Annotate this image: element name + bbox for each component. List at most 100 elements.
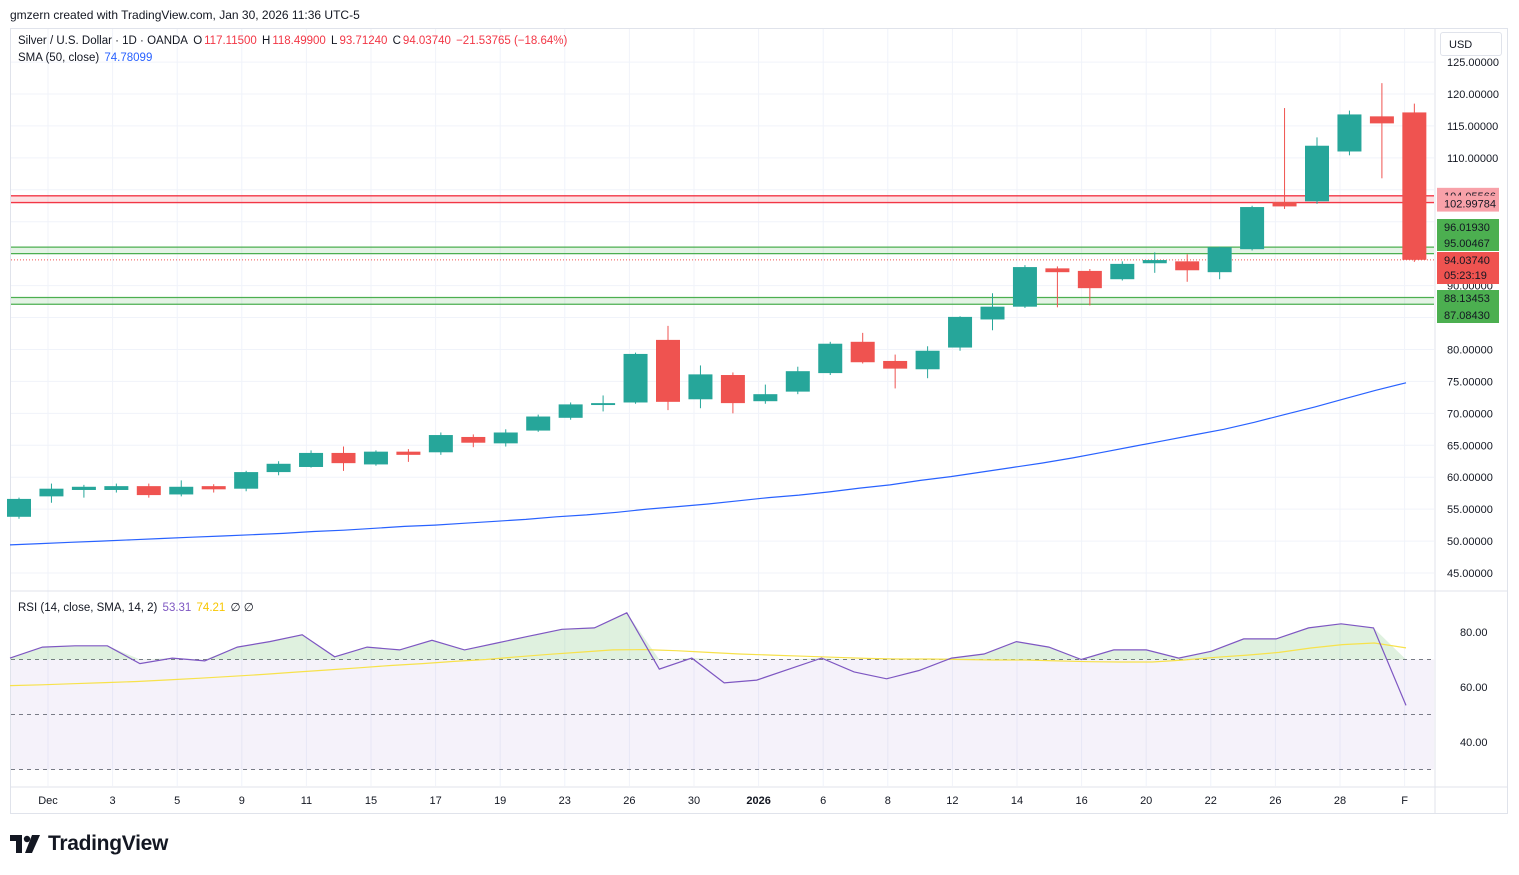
time-tick-label: 2026 [746,795,770,807]
time-tick-label: Dec [38,795,58,807]
candle-body [299,452,324,467]
candle-body [331,452,356,464]
candle-body [656,339,680,402]
candle-body [558,404,583,418]
time-tick-label: 20 [1140,795,1152,807]
price-tick-label: 55.00000 [1447,504,1493,516]
candle-body [948,316,973,348]
time-tick-label: 23 [559,795,571,807]
time-tick-label: 6 [820,795,826,807]
low-value: 93.71240 [339,35,388,47]
brand-name: TradingView [48,832,169,855]
high-label: H [262,35,271,47]
sma-value: 74.78099 [104,52,153,64]
candle-body [753,394,778,402]
candle-body [396,451,421,455]
last-price-tag: 94.03740 [1444,255,1490,267]
price-tick-label: 110.00000 [1447,153,1498,165]
rsi-value: 53.31 [162,602,192,614]
price-tick-label: 120.00000 [1447,89,1499,101]
rsi-tick-label: 80.00 [1460,627,1488,639]
price-tick-label: 115.00000 [1447,121,1498,133]
candle-body [1175,261,1200,271]
brand-logo: TradingView [10,832,168,856]
candle-body [1110,263,1135,280]
time-tick-label: 15 [365,795,377,807]
candle-body [428,435,453,453]
sup1-bottom-price-tag: 95.00467 [1444,238,1490,250]
price-legend: Silver / U.S. Dollar · 1D · OANDA O 117.1… [18,35,569,47]
rsi-label: RSI (14, close, SMA, 14, 2) [18,602,158,614]
candle-body [169,486,194,495]
time-tick-label: 14 [1011,795,1023,807]
price-tick-label: 125.00000 [1447,57,1499,69]
candle-body [234,472,259,489]
sma-line [9,382,1407,546]
credit-text: gmzern created with TradingView.com, Jan… [10,8,360,22]
rsi-sma-value: 74.21 [196,602,226,614]
candle-body [980,306,1005,320]
change-value: −21.53765 (−18.64%) [456,35,568,47]
price-tick-label: 65.00000 [1447,440,1493,452]
candle-body [818,343,843,374]
candle-body [461,436,486,443]
time-tick-label: 3 [110,795,116,807]
time-tick-label: 17 [429,795,441,807]
sup2-bottom-price-tag: 87.08430 [1444,310,1490,322]
rsi-tick-label: 40.00 [1460,737,1488,749]
candle-body [850,341,875,363]
candle-body [104,486,129,490]
sup2-price-tag-bg [1437,290,1499,323]
time-tick-label: 28 [1334,795,1346,807]
sma-label: SMA (50, close) [18,52,100,64]
candle-body [883,360,908,369]
rsi-sma-line [9,642,1407,687]
candle-body [915,350,940,370]
rsi-line [9,612,1407,706]
candle-body [363,451,388,465]
candle-body [688,374,713,400]
open-label: O [193,35,203,47]
symbol-label: Silver / U.S. Dollar · 1D · OANDA [18,35,188,47]
price-tick-label: 60.00000 [1447,472,1493,484]
candle-body [7,498,31,517]
candle-body [720,375,745,404]
sup1-price-tag-bg [1437,219,1499,251]
candle-body [1305,145,1329,202]
candle-body [1369,116,1394,124]
candle-body [493,432,518,444]
time-tick-label: 12 [946,795,958,807]
chart-frame [10,28,1508,814]
low-label: L [331,35,338,47]
candle-body [785,371,810,392]
last-price-tag-bg [1437,252,1499,284]
time-tick-label: 8 [885,795,891,807]
res-bottom-price-tag: 102.99784 [1444,199,1496,211]
price-tick-label: 45.00000 [1447,568,1493,580]
tradingview-logo-icon [10,835,40,853]
rsi-tick-label: 60.00 [1460,682,1488,694]
rsi-extra-values: ∅ ∅ [230,602,254,614]
candle-body [1272,201,1297,207]
support-zone-1-fill [11,247,1434,254]
candle-body [1142,260,1167,264]
candle-body [1207,247,1232,273]
time-tick-label: 16 [1075,795,1087,807]
resistance-zone-fill [11,195,1434,203]
time-tick-label: F [1401,795,1408,807]
candle-body [1012,267,1037,307]
rsi-legend: RSI (14, close, SMA, 14, 2) 53.31 74.21 … [18,600,256,614]
sup2-top-price-tag: 88.13453 [1444,293,1490,305]
rsi-overbought-fill [10,612,1406,660]
sup1-top-price-tag: 96.01930 [1444,222,1490,234]
candle-body [1337,114,1362,152]
time-tick-label: 19 [494,795,506,807]
close-value: 94.03740 [402,35,451,47]
price-tick-label: 80.00000 [1447,344,1493,356]
candle-body [266,463,291,473]
price-tick-label: 70.00000 [1447,408,1493,420]
countdown-tag: 05:23:19 [1444,270,1487,282]
currency-selector[interactable]: USD [1440,32,1502,56]
time-tick-label: 22 [1205,795,1217,807]
